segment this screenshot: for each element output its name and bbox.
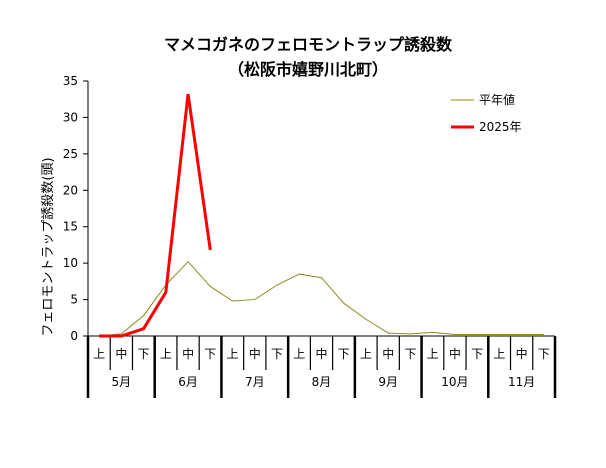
month-label: 8月 [312, 375, 332, 389]
x-tick-label: 下 [204, 347, 216, 361]
x-tick-label: 上 [160, 347, 172, 361]
x-tick-label: 中 [115, 346, 127, 361]
y-axis-label: フェロモントラップ誘殺数(頭) [41, 157, 56, 336]
x-tick-label: 下 [338, 347, 350, 361]
y-tick-label: 15 [63, 220, 78, 234]
y-tick-label: 20 [63, 183, 78, 197]
x-tick-label: 下 [538, 347, 550, 361]
series-line-2025 [99, 93, 212, 338]
legend: 平年値 2025年 [451, 92, 522, 134]
x-tick-label: 中 [449, 346, 461, 361]
x-tick-label: 中 [182, 346, 194, 361]
y-tick-label: 30 [63, 110, 78, 124]
y-tick-label: 0 [70, 329, 78, 343]
chart-subtitle: （松阪市嬉野川北町） [228, 60, 388, 79]
x-tick-label: 下 [471, 347, 483, 361]
axes [83, 80, 557, 398]
x-tick-label: 中 [249, 346, 261, 361]
x-tick-label: 中 [382, 346, 394, 361]
series-lines [99, 93, 544, 338]
x-tick-label: 上 [293, 347, 305, 361]
month-label: 10月 [441, 375, 468, 389]
x-tick-labels: 上中下上中下上中下上中下上中下上中下上中下 [93, 346, 550, 361]
legend-label: 平年値 [479, 92, 515, 107]
x-tick-label: 中 [315, 346, 327, 361]
month-label: 5月 [112, 375, 132, 389]
y-tick-label: 5 [70, 293, 78, 307]
x-tick-label: 中 [516, 346, 528, 361]
x-tick-label: 下 [404, 347, 416, 361]
x-tick-label: 上 [93, 347, 105, 361]
legend-label: 2025年 [479, 120, 522, 134]
x-tick-label: 上 [493, 347, 505, 361]
x-tick-label: 上 [427, 347, 439, 361]
series-line-normal-year [99, 260, 544, 337]
x-tick-label: 下 [271, 347, 283, 361]
y-tick-label: 35 [63, 74, 78, 88]
month-label: 7月 [245, 375, 265, 389]
y-tick-label: 10 [63, 256, 78, 270]
month-label: 6月 [178, 375, 198, 389]
x-tick-label: 上 [360, 347, 372, 361]
chart-title: マメコガネのフェロモントラップ誘殺数 [164, 35, 453, 54]
y-tick-label: 25 [63, 147, 78, 161]
month-label: 11月 [508, 375, 535, 389]
month-labels: 5月 6月 7月 8月 9月 10月 11月 [112, 375, 536, 389]
y-tick-labels: 0 5 10 15 20 25 30 35 [63, 74, 78, 343]
x-tick-label: 上 [227, 347, 239, 361]
x-tick-label: 下 [138, 347, 150, 361]
month-label: 9月 [378, 375, 398, 389]
